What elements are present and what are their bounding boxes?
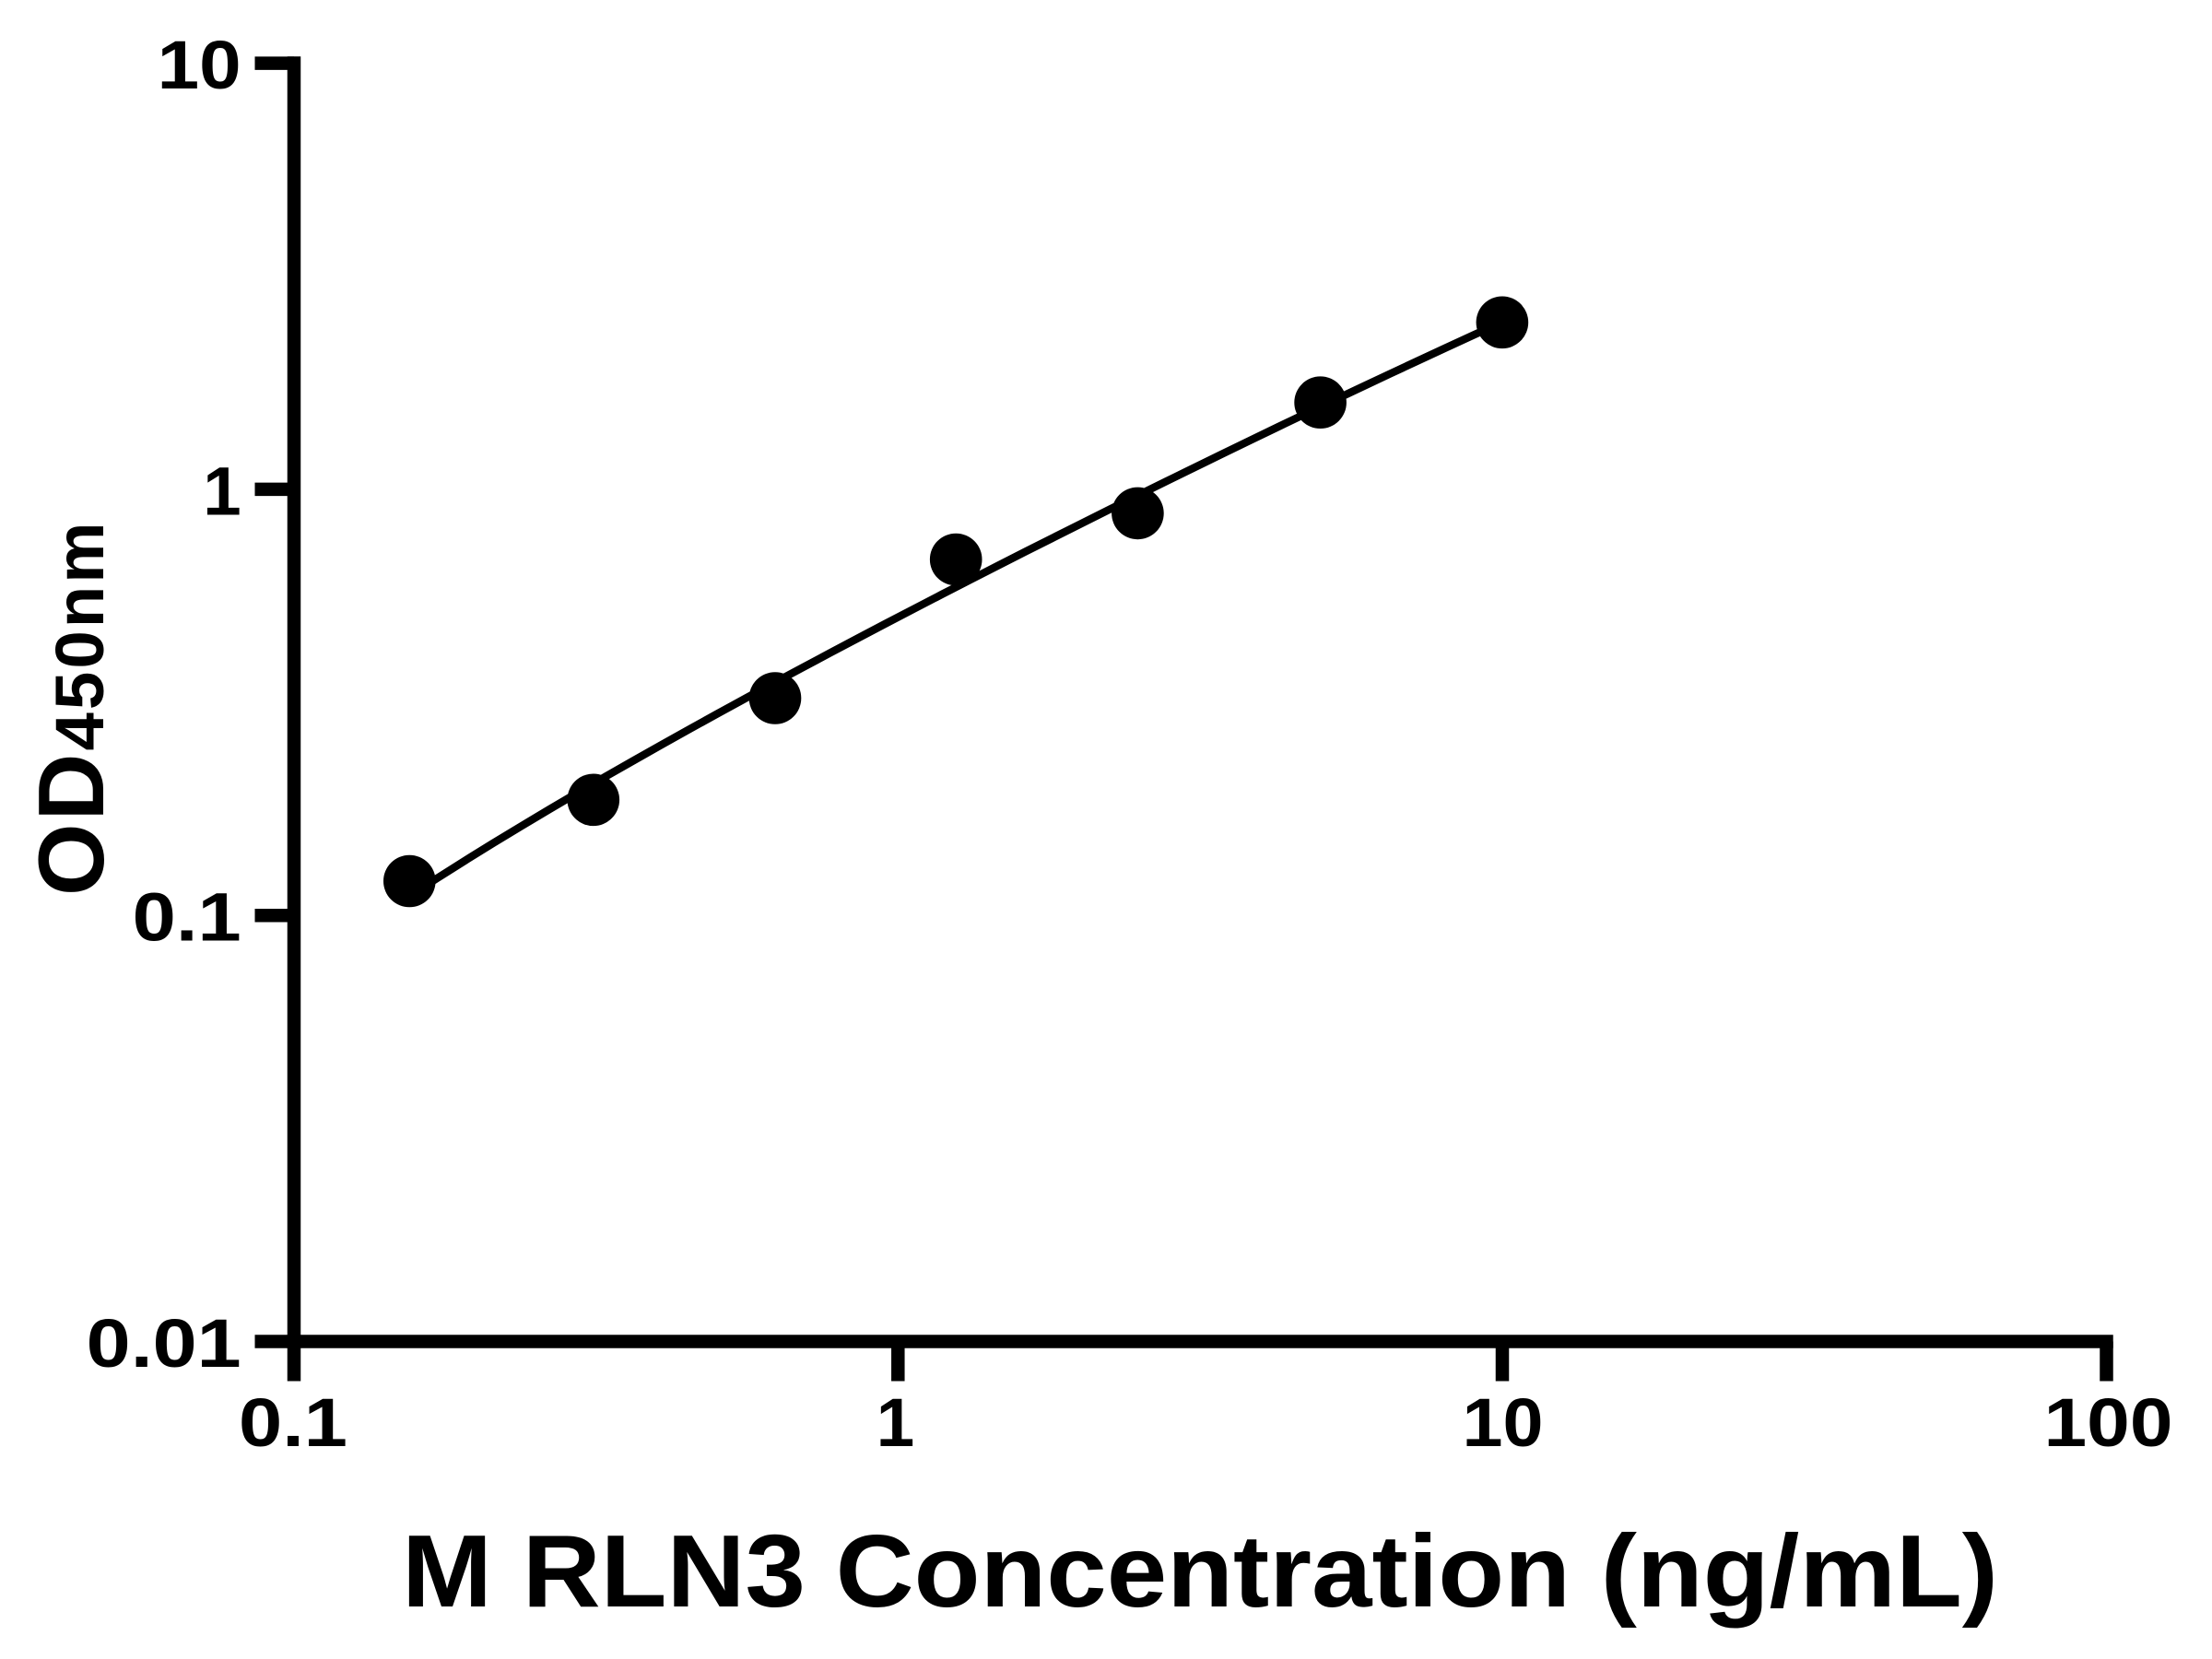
svg-text:1: 1 — [877, 1384, 914, 1461]
svg-text:100: 100 — [2044, 1384, 2173, 1461]
svg-text:450nm: 450nm — [41, 519, 118, 750]
svg-text:0.1: 0.1 — [133, 879, 241, 956]
svg-text:1: 1 — [203, 453, 241, 529]
svg-text:0.01: 0.01 — [87, 1305, 241, 1382]
svg-text:0.1: 0.1 — [239, 1384, 347, 1461]
svg-text:OD: OD — [20, 751, 124, 897]
svg-text:M RLN3 Concentration (ng/mL): M RLN3 Concentration (ng/mL) — [402, 1514, 1998, 1629]
svg-text:10: 10 — [158, 27, 241, 103]
svg-text:10: 10 — [1463, 1384, 1544, 1461]
